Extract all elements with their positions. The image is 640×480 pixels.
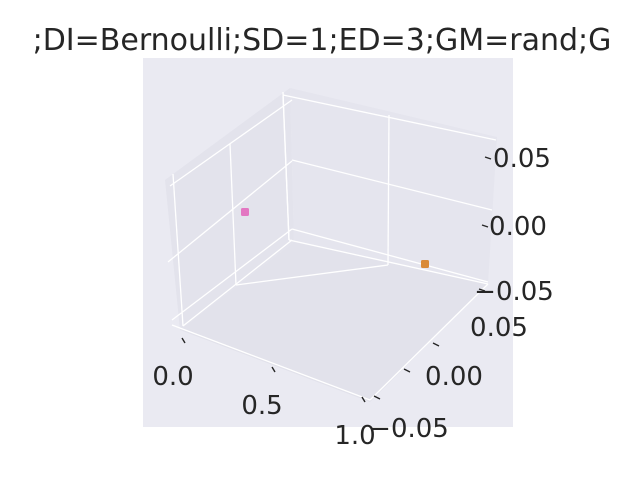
x-tick-mark	[181, 337, 186, 344]
grid-line	[171, 228, 293, 321]
x-tick-mark	[271, 366, 276, 373]
y-tick-mark	[373, 395, 381, 400]
axis-edge	[171, 324, 371, 401]
axis-edge	[282, 91, 290, 241]
scatter-point	[421, 260, 429, 268]
grid-line	[229, 143, 237, 286]
grid-line	[387, 114, 390, 266]
grid-line	[291, 159, 493, 211]
x-tick-label: 0.5	[241, 391, 282, 421]
x-tick-label: 0.0	[152, 362, 193, 392]
grid-line	[167, 160, 293, 263]
y-axis-ticks: 0.05 0.00 −0.05	[369, 313, 528, 444]
z-axis-ticks: 0.05 0.00 −0.05	[474, 144, 554, 307]
y-tick-label: −0.05	[369, 414, 449, 444]
z-tick-label: −0.05	[474, 277, 554, 307]
x-tick-mark	[361, 396, 366, 403]
z-tick-mark	[478, 288, 486, 292]
x-tick-label: 1.0	[334, 421, 375, 451]
axis-edge	[288, 239, 489, 285]
y-tick-label: 0.05	[470, 313, 528, 343]
axis-edges	[171, 91, 489, 401]
chart-title: ;DI=Bernoulli;SD=1;ED=3;GM=rand;G	[33, 23, 612, 58]
grid-line	[291, 228, 489, 283]
y-tick-mark	[432, 342, 440, 347]
grid-line	[172, 173, 184, 327]
axis-edge	[369, 283, 489, 401]
y-tick-mark	[403, 368, 411, 373]
grid-lines	[167, 94, 497, 327]
z-tick-mark	[481, 224, 489, 228]
grid-line	[182, 239, 293, 327]
z-tick-label: 0.05	[493, 144, 551, 174]
x-axis-ticks: 0.0 0.5 1.0	[152, 337, 376, 451]
grid-line	[169, 99, 293, 187]
y-tick-label: 0.00	[425, 362, 483, 392]
z-tick-label: 0.00	[489, 212, 547, 242]
z-tick-mark	[484, 156, 492, 160]
grid-line	[235, 264, 389, 286]
scatter-point	[241, 208, 249, 216]
left-pane	[165, 88, 294, 330]
data-points	[241, 208, 429, 268]
